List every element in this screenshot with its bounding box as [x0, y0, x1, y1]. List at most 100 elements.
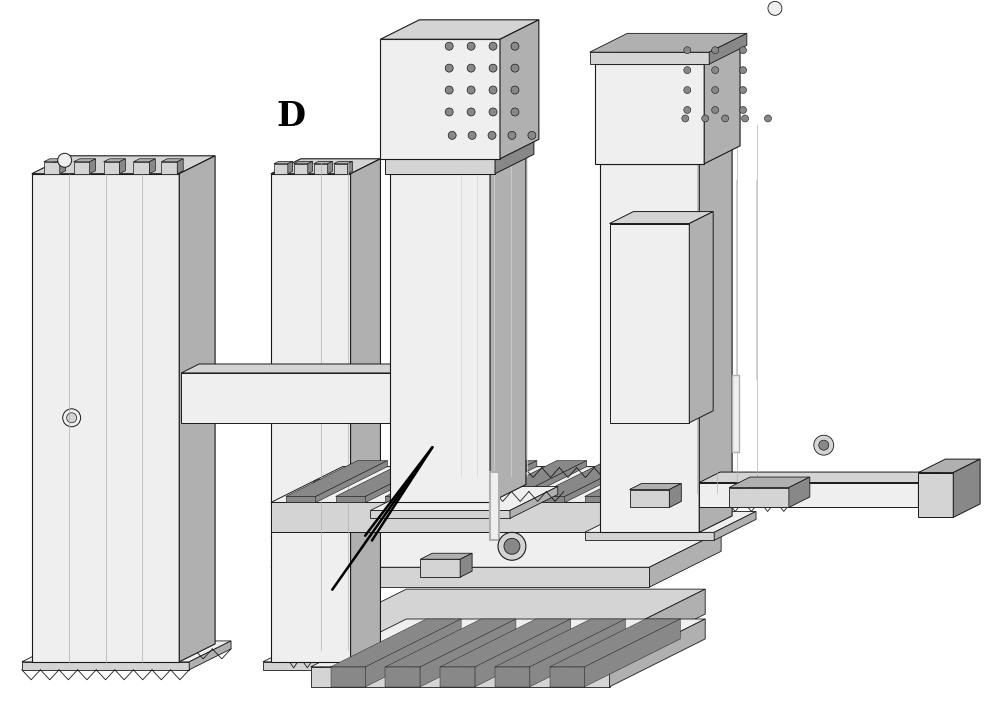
Circle shape — [528, 132, 536, 140]
Circle shape — [814, 435, 834, 455]
Circle shape — [504, 539, 520, 555]
Polygon shape — [119, 159, 125, 174]
Circle shape — [819, 440, 829, 450]
Circle shape — [702, 115, 709, 122]
Circle shape — [684, 67, 691, 74]
Circle shape — [467, 42, 475, 50]
Polygon shape — [590, 33, 747, 52]
Polygon shape — [74, 162, 90, 174]
Polygon shape — [22, 662, 189, 669]
Polygon shape — [336, 461, 437, 497]
Circle shape — [511, 42, 519, 50]
Polygon shape — [314, 164, 328, 174]
Circle shape — [445, 64, 453, 72]
Polygon shape — [699, 482, 918, 508]
Polygon shape — [390, 155, 526, 174]
Polygon shape — [366, 619, 461, 687]
Polygon shape — [22, 641, 231, 662]
Circle shape — [445, 42, 453, 50]
Circle shape — [764, 115, 771, 122]
Polygon shape — [271, 502, 649, 532]
Polygon shape — [420, 553, 472, 559]
Circle shape — [768, 1, 782, 15]
Polygon shape — [334, 161, 352, 164]
Polygon shape — [420, 619, 516, 687]
Polygon shape — [460, 553, 472, 577]
Circle shape — [489, 108, 497, 116]
Polygon shape — [585, 511, 756, 532]
Polygon shape — [918, 459, 980, 473]
Polygon shape — [600, 164, 699, 532]
Polygon shape — [32, 174, 179, 662]
Polygon shape — [380, 20, 539, 39]
Circle shape — [489, 42, 497, 50]
Polygon shape — [475, 619, 571, 687]
Polygon shape — [600, 147, 732, 164]
Polygon shape — [348, 161, 352, 174]
Circle shape — [740, 47, 747, 54]
Polygon shape — [263, 644, 394, 662]
Polygon shape — [689, 212, 713, 423]
Polygon shape — [435, 461, 537, 497]
Polygon shape — [263, 662, 359, 669]
Polygon shape — [515, 461, 587, 502]
Polygon shape — [595, 64, 704, 164]
Polygon shape — [699, 147, 732, 532]
Circle shape — [682, 115, 689, 122]
Polygon shape — [288, 161, 293, 174]
Polygon shape — [430, 364, 448, 423]
Polygon shape — [370, 487, 558, 510]
Polygon shape — [495, 667, 530, 687]
Polygon shape — [189, 641, 231, 669]
Polygon shape — [595, 46, 740, 64]
Polygon shape — [649, 466, 721, 532]
Polygon shape — [271, 159, 380, 174]
Polygon shape — [440, 619, 571, 667]
Circle shape — [684, 106, 691, 114]
Polygon shape — [789, 477, 810, 508]
Polygon shape — [550, 667, 585, 687]
Polygon shape — [271, 174, 351, 662]
Polygon shape — [286, 461, 387, 497]
Circle shape — [445, 86, 453, 94]
Polygon shape — [385, 461, 487, 497]
Polygon shape — [610, 619, 705, 687]
Polygon shape — [649, 502, 721, 562]
Polygon shape — [440, 667, 475, 687]
Polygon shape — [286, 497, 316, 502]
Circle shape — [511, 86, 519, 94]
Circle shape — [316, 484, 324, 492]
Polygon shape — [331, 619, 461, 667]
Polygon shape — [294, 164, 308, 174]
Polygon shape — [314, 161, 332, 164]
Polygon shape — [133, 159, 155, 162]
Polygon shape — [590, 52, 709, 64]
Circle shape — [511, 64, 519, 72]
Polygon shape — [669, 484, 681, 508]
Polygon shape — [90, 159, 96, 174]
Polygon shape — [714, 511, 756, 540]
Polygon shape — [271, 502, 721, 537]
Circle shape — [712, 67, 719, 74]
Polygon shape — [311, 667, 610, 687]
Polygon shape — [271, 531, 721, 568]
Polygon shape — [294, 161, 313, 164]
Polygon shape — [585, 532, 714, 540]
Polygon shape — [465, 461, 537, 502]
Circle shape — [67, 413, 77, 423]
Circle shape — [58, 153, 72, 167]
Circle shape — [684, 47, 691, 54]
Polygon shape — [704, 46, 740, 164]
Polygon shape — [649, 531, 721, 587]
Polygon shape — [535, 497, 565, 502]
Polygon shape — [311, 619, 705, 667]
Polygon shape — [729, 487, 789, 508]
Polygon shape — [334, 164, 348, 174]
Circle shape — [312, 479, 328, 495]
Polygon shape — [420, 559, 460, 577]
Polygon shape — [331, 667, 366, 687]
Polygon shape — [181, 364, 448, 373]
Polygon shape — [181, 373, 430, 423]
Polygon shape — [729, 477, 810, 487]
Circle shape — [498, 532, 526, 560]
